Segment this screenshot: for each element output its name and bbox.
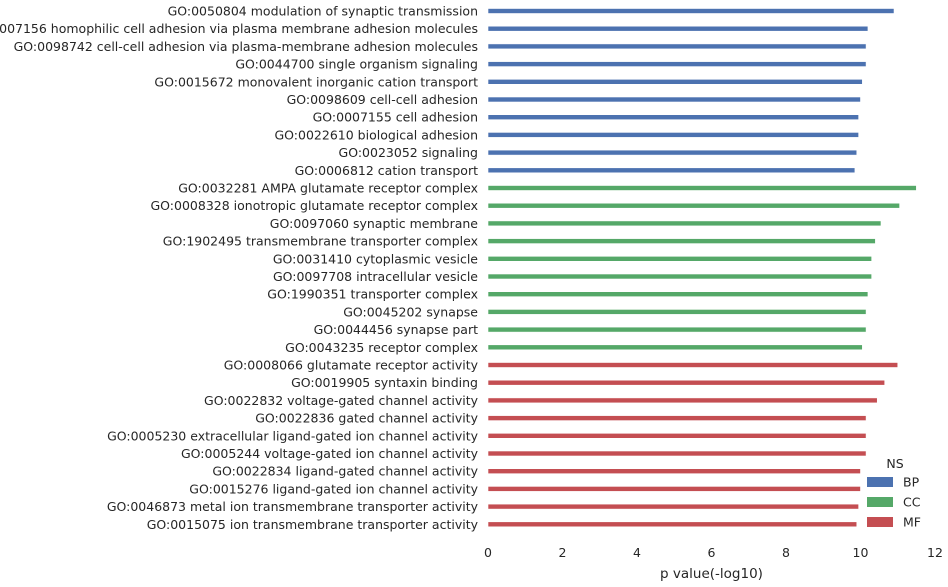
category-label: GO:0050804 modulation of synaptic transm… [168,4,478,19]
bar [487,450,867,457]
bar [487,96,861,103]
category-label: GO:0008328 ionotropic glutamate receptor… [151,198,479,213]
bar [487,132,859,138]
bar [487,432,867,439]
x-tick-label: 0 [484,545,492,560]
bar [487,273,872,280]
category-label: GO:0019905 syntaxin binding [291,375,478,390]
category-label: GO:0043235 receptor complex [285,340,478,355]
bar [487,238,876,244]
category-label: GO:0005230 extracellular ligand-gated io… [107,428,479,443]
category-label: GO:0015672 monovalent inorganic cation t… [154,74,478,89]
bar [487,167,856,174]
x-tick-label: 10 [853,545,869,560]
category-label: GO:0032281 AMPA glutamate receptor compl… [178,181,478,196]
category-label: GO:0098742 cell-cell adhesion via plasma… [14,39,478,54]
category-label: GO:0022610 biological adhesion [275,127,479,142]
bar [487,114,859,120]
bar [487,397,878,404]
category-label: GO:0007155 cell adhesion [313,110,478,125]
category-label: GO:0044456 synapse part [314,322,478,337]
bar [487,185,917,191]
category-label: GO:0045202 synapse [343,304,478,319]
category-label: GO:0007156 homophilic cell adhesion via … [0,21,478,36]
bar [487,8,895,14]
bar [487,43,867,50]
bar [487,220,882,227]
legend-swatch [867,477,893,487]
category-label: GO:0022834 ligand-gated channel activity [212,464,478,479]
bar [487,521,858,528]
x-tick-label: 8 [782,545,790,560]
legend-items-group: BP CC MF [867,475,921,530]
bar [487,344,863,351]
bar [487,468,861,475]
legend-label: CC [903,495,921,510]
legend-label: MF [903,515,921,530]
legend-label: BP [903,475,920,490]
bar [487,309,867,315]
bar [487,25,869,32]
category-label: GO:0022832 voltage-gated channel activit… [204,393,479,408]
x-tick-label: 6 [708,545,716,560]
category-label: GO:0008066 glutamate receptor activity [224,358,479,373]
legend-title: NS [886,456,903,471]
bar [487,379,886,386]
bar [487,362,899,368]
category-label: GO:0015276 ligand-gated ion channel acti… [189,481,478,496]
category-label: GO:1990351 transporter complex [267,287,478,302]
category-label: GO:0044700 single organism signaling [235,57,478,72]
category-label: GO:0015075 ion transmembrane transporter… [147,517,479,532]
category-label: GO:0097708 intracellular vesicle [273,269,478,284]
category-label: GO:0023052 signaling [339,145,478,160]
bar [487,486,861,492]
bar [487,503,859,510]
x-tick-label: 2 [559,545,567,560]
bar [487,415,867,421]
category-label: GO:0046873 metal ion transmembrane trans… [107,499,479,514]
bars-group [487,8,917,528]
legend: NS BP CC MF [867,456,921,530]
legend-swatch [867,517,893,527]
category-label: GO:0097060 synaptic membrane [270,216,479,231]
bar [487,255,872,262]
x-tick-label: 12 [927,545,943,560]
bar [487,149,858,156]
category-labels-group: GO:0050804 modulation of synaptic transm… [0,4,479,532]
category-label: GO:0098609 cell-cell adhesion [287,92,478,107]
category-label: GO:0022836 gated channel activity [255,411,478,426]
category-label: GO:0006812 cation transport [295,163,478,178]
bar [487,326,867,333]
category-label: GO:0031410 cytoplasmic vesicle [273,251,478,266]
x-axis-ticks-group: 0 2 4 6 8 10 12 [484,545,943,560]
legend-swatch [867,497,893,507]
bar [487,79,863,85]
category-label: GO:0005244 voltage-gated ion channel act… [181,446,479,461]
bar [487,202,900,209]
x-tick-label: 4 [633,545,641,560]
category-label: GO:1902495 transmembrane transporter com… [163,234,478,249]
bar [487,291,869,298]
x-axis-title: p value(-log10) [660,566,763,582]
bar [487,61,867,67]
